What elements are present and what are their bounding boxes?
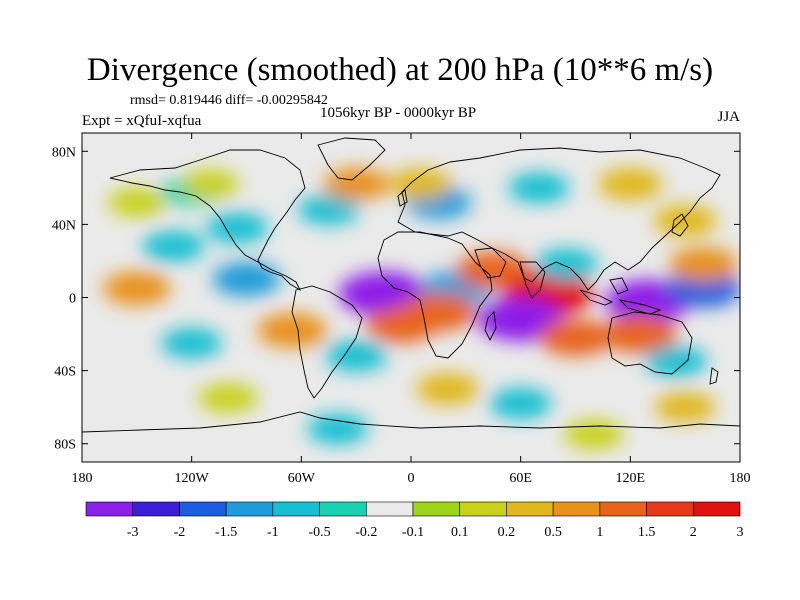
colorbar-swatch xyxy=(646,501,694,517)
field-s-ocean-orange xyxy=(415,373,480,405)
lon-tick-label: 180 xyxy=(730,471,751,486)
season-label: JJA xyxy=(717,109,740,125)
colorbar-swatch xyxy=(319,501,367,517)
field-s-atlantic-cyan xyxy=(325,340,388,372)
colorbar-label: 2 xyxy=(690,525,697,540)
field-e-pacific-orange xyxy=(102,271,171,306)
field-antarctic-cyan xyxy=(307,413,369,445)
field-s-pacific-cyan xyxy=(161,327,223,359)
coast-africa xyxy=(377,231,493,359)
plot-title: Divergence (smoothed) at 200 hPa (10**6 … xyxy=(86,52,714,88)
lon-tick-label: 60W xyxy=(288,471,316,486)
colorbar-label: -3 xyxy=(127,525,139,540)
colorbar-swatch xyxy=(179,501,227,517)
colorbar: -3 -2 -1.5 -1 -0.5 -0.2 -0.1 0.1 0.2 0.5 1 1.5 2 3 xyxy=(85,501,744,540)
field-antarctic-green xyxy=(563,419,624,450)
experiment-label: Expt = xQfuI-xqfua xyxy=(82,113,202,129)
field-siberia-orange xyxy=(598,168,663,201)
field-blobs xyxy=(102,167,740,450)
lat-tick-label: 0 xyxy=(69,292,76,307)
field-s-america-orange xyxy=(256,312,328,348)
colorbar-swatch xyxy=(365,501,414,517)
colorbar-label: 3 xyxy=(737,525,744,540)
coast-new-zealand xyxy=(709,367,719,385)
colorbar-label: -1 xyxy=(267,525,279,540)
colorbar-label: 1 xyxy=(596,525,603,540)
field-n-atlantic-orange xyxy=(323,167,389,201)
colorbar-swatch xyxy=(692,501,741,517)
coast-antarctica xyxy=(82,411,740,433)
field-australia-cyan xyxy=(645,345,708,377)
colorbar-label: -0.1 xyxy=(402,525,424,540)
coast-arabia xyxy=(474,247,507,279)
colorbar-label: 1.5 xyxy=(638,525,656,540)
field-europe-orange xyxy=(388,168,452,200)
field-s-ocean-cyan xyxy=(489,388,552,420)
colorbar-label: 0.5 xyxy=(544,525,562,540)
colorbar-swatch xyxy=(272,501,320,517)
lat-tick-label: 40S xyxy=(54,365,76,380)
colorbar-swatch xyxy=(225,501,274,517)
field-s-ocean-green-2 xyxy=(654,391,716,423)
coast-uk xyxy=(397,189,408,207)
colorbar-swatch xyxy=(599,501,647,517)
colorbar-label: -2 xyxy=(174,525,186,540)
field-c-america-blue xyxy=(212,262,281,297)
coastlines xyxy=(82,137,740,433)
field-s-ocean-green xyxy=(198,383,259,413)
colorbar-swatch xyxy=(132,501,180,517)
colorbar-swatch xyxy=(506,501,554,517)
coast-north-america xyxy=(109,149,306,292)
coast-india xyxy=(519,261,546,299)
field-n-atlantic-cyan xyxy=(298,194,360,225)
field-band-n-pacific-green xyxy=(107,187,167,218)
field-india-cyan xyxy=(534,248,598,281)
colorbar-label: -0.5 xyxy=(308,525,330,540)
lon-tick-label: 120W xyxy=(175,471,210,486)
coast-madagascar xyxy=(484,311,497,342)
coast-indonesia xyxy=(579,277,662,315)
lat-tick-label: 80S xyxy=(54,438,76,453)
coast-eurasia xyxy=(397,147,721,291)
colorbar-label: -1.5 xyxy=(215,525,237,540)
coast-south-america xyxy=(291,285,363,399)
coast-australia xyxy=(607,311,693,375)
colorbar-swatch xyxy=(459,501,507,517)
colorbar-swatch xyxy=(552,501,601,517)
coast-japan xyxy=(671,213,689,237)
field-africa-red xyxy=(400,293,477,331)
field-s-indian-red xyxy=(539,319,612,356)
field-n-america-cyan xyxy=(206,212,269,244)
axis-ticks: 180 120W 60W 0 60E 120E 180 80N 40N 0 40S 80S xyxy=(52,133,751,486)
lon-tick-label: 120E xyxy=(616,471,646,486)
colorbar-label: 0.1 xyxy=(451,525,469,540)
field-w-pacific-orange xyxy=(668,247,739,282)
field-n-america-green xyxy=(180,169,240,199)
lon-tick-label: 180 xyxy=(72,471,93,486)
coast-greenland xyxy=(317,137,386,181)
field-arabia-red xyxy=(456,251,531,289)
time-period-label: 1056kyr BP - 0000kyr BP xyxy=(320,105,477,121)
rmsd-diff-stats: rmsd= 0.819446 diff= -0.00295842 xyxy=(130,93,328,108)
field-russia-cyan xyxy=(508,172,570,204)
field-e-pacific-cyan xyxy=(142,230,205,262)
colorbar-label: 0.2 xyxy=(498,525,516,540)
lon-tick-label: 60E xyxy=(509,471,532,486)
lat-tick-label: 40N xyxy=(52,218,76,233)
divergence-field xyxy=(102,167,740,450)
colorbar-swatch xyxy=(85,501,134,517)
lon-tick-label: 0 xyxy=(408,471,415,486)
lat-tick-label: 80N xyxy=(52,145,76,160)
colorbar-label: -0.2 xyxy=(355,525,377,540)
field-australia-red xyxy=(601,314,678,354)
colorbar-swatch xyxy=(412,501,461,517)
